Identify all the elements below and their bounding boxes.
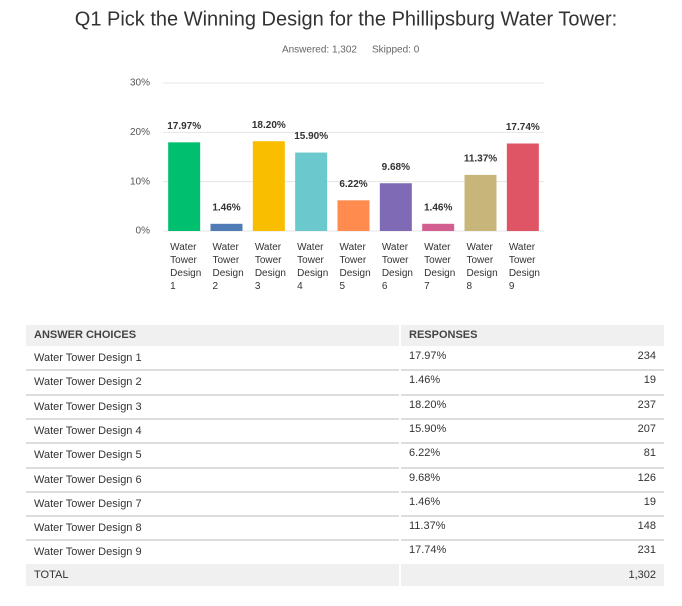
response-percent: 11.37%	[409, 520, 446, 533]
row-line	[401, 466, 664, 469]
chart: Q1 Pick the Winning Design for the Phill…	[75, 8, 617, 237]
answer-choice: Water Tower Design 1	[34, 352, 142, 364]
response-count: 19	[643, 374, 656, 387]
answered: Answered: 1,302	[282, 45, 357, 56]
answer-choice: Water Tower Design 2	[34, 376, 142, 389]
row-line	[26, 515, 399, 518]
response-count: 81	[643, 447, 656, 460]
response-count: 148	[637, 520, 656, 533]
row-line	[26, 490, 399, 493]
value-label: 18.20%	[252, 120, 286, 131]
row-line	[401, 369, 664, 372]
y-tick-label: 10%	[130, 176, 150, 187]
total-bg	[401, 563, 664, 586]
answer-choice: Water Tower Design 6	[34, 473, 142, 486]
y-tick-label: 30%	[130, 78, 150, 89]
bar	[337, 200, 370, 231]
value-label: 17.74%	[506, 122, 540, 133]
row-line	[26, 393, 399, 396]
value-label: 1.46%	[212, 202, 240, 213]
value-label: 11.37%	[464, 154, 497, 165]
response-count: 126	[637, 471, 656, 484]
x-tick-label: Water Tower Design 2	[212, 242, 244, 292]
header-bg	[26, 325, 399, 346]
bar	[379, 183, 412, 231]
answer-choice: Water Tower Design 3	[34, 400, 142, 413]
response-percent: 6.22%	[409, 447, 441, 460]
x-tick-label: Water Tower Design 5	[339, 242, 371, 292]
response-percent: 17.97%	[409, 350, 447, 362]
response-percent: 17.74%	[409, 544, 447, 557]
x-tick-label: Water Tower Design 9	[508, 242, 540, 292]
row-line	[26, 369, 399, 372]
response-percent: 1.46%	[409, 495, 441, 508]
header-cell: ANSWER CHOICES	[34, 329, 137, 341]
x-tick-label: Water Tower Design 3	[254, 242, 286, 292]
value-label: 17.97%	[167, 121, 201, 132]
row-line	[401, 417, 664, 420]
total-count: 1,302	[628, 568, 656, 581]
response-percent: 18.20%	[409, 398, 447, 411]
bar	[295, 152, 328, 231]
skipped: Skipped: 0	[372, 45, 420, 56]
row-line	[26, 466, 399, 469]
answer-choice: Water Tower Design 8	[34, 522, 142, 535]
value-label: 1.46%	[424, 202, 452, 213]
bar	[506, 143, 539, 231]
value-label: 15.90%	[294, 131, 328, 142]
x-tick-label: Water Tower Design 7	[424, 242, 456, 292]
row-line	[401, 393, 664, 396]
response-count: 207	[637, 422, 656, 435]
x-tick-label: Water Tower Design 4	[297, 242, 329, 292]
row-line	[401, 515, 664, 518]
row-line	[401, 539, 664, 542]
x-tick-label: Water Tower Design 8	[466, 242, 498, 292]
value-label: 6.22%	[339, 179, 367, 190]
x-tick-label: Water Tower Design 1	[170, 242, 202, 292]
answer-choice: Water Tower Design 9	[34, 546, 142, 559]
total-label: TOTAL	[34, 568, 69, 581]
header-cell: RESPONSES	[409, 329, 478, 341]
row-line	[401, 442, 664, 445]
answer-choice: Water Tower Design 5	[34, 449, 142, 462]
y-tick-label: 20%	[130, 127, 150, 138]
chart-title: Q1 Pick the Winning Design for the Phill…	[75, 8, 617, 30]
bar	[252, 141, 285, 231]
row-line	[26, 417, 399, 420]
response-percent: 1.46%	[409, 374, 441, 387]
answer-choice: Water Tower Design 4	[34, 424, 142, 437]
x-tick-label: Water Tower Design 6	[381, 242, 413, 292]
bar	[210, 223, 243, 231]
total-bg	[26, 563, 399, 586]
header-bg	[401, 325, 664, 346]
row-line	[401, 490, 664, 493]
response-count: 231	[637, 544, 656, 557]
response-count: 19	[643, 495, 656, 508]
y-tick-label: 0%	[136, 226, 151, 237]
response-count: 234	[637, 350, 656, 362]
value-label: 9.68%	[382, 162, 410, 173]
bar	[422, 223, 455, 231]
bar	[168, 142, 201, 231]
response-percent: 9.68%	[409, 471, 441, 484]
response-percent: 15.90%	[409, 422, 447, 435]
row-line	[26, 539, 399, 542]
bar	[464, 174, 497, 231]
response-count: 237	[637, 398, 656, 411]
answer-choice: Water Tower Design 7	[34, 497, 142, 510]
row-line	[26, 442, 399, 445]
